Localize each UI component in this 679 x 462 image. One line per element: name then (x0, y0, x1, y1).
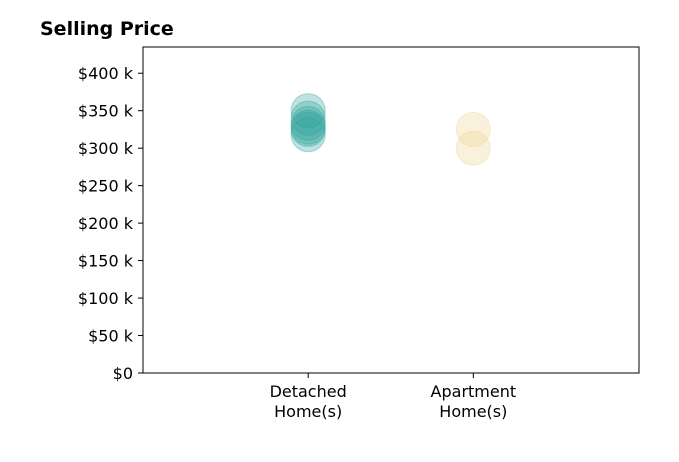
y-tick-label: $50 k (88, 327, 134, 346)
x-tick-label: Apartment Home(s) (431, 382, 517, 421)
x-tick-label: Detached Home(s) (270, 382, 347, 421)
scatter-point (290, 111, 326, 148)
scatter-point (290, 109, 326, 145)
scatter-point (455, 130, 491, 166)
scatter-point (290, 100, 326, 136)
y-tick-label: $200 k (78, 214, 134, 233)
data-points (290, 93, 491, 166)
y-tick-label: $400 k (78, 64, 134, 83)
x-axis: Detached Home(s) Apartment Home(s) (270, 373, 517, 421)
y-tick-label: $100 k (78, 289, 134, 308)
y-axis: $0 $50 k $100 k $150 k $200 k $250 k $300 k $35… (78, 64, 143, 383)
scatter-point (455, 111, 491, 148)
y-tick-label: $300 k (78, 139, 134, 158)
plot-frame (142, 46, 640, 374)
y-tick-label: $250 k (78, 177, 134, 196)
y-tick-label: $0 (113, 364, 133, 383)
scatter-point (290, 93, 326, 129)
y-tick-label: $150 k (78, 252, 134, 271)
scatter-point (290, 117, 326, 153)
y-tick-label: $350 k (78, 102, 134, 121)
scatter-point (290, 105, 326, 142)
chart-title: Selling Price (40, 18, 174, 40)
